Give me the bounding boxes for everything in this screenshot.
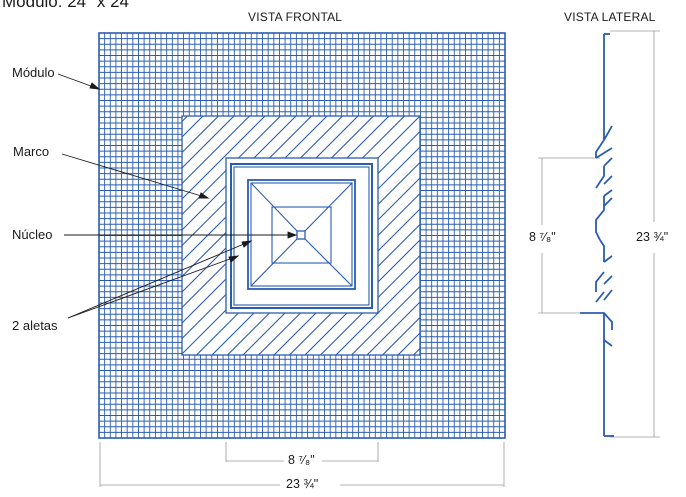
label-modulo: Módulo (12, 65, 55, 80)
label-nucleo: Núcleo (12, 227, 53, 242)
side-view (538, 30, 660, 438)
leader-aleta-2 (67, 255, 239, 319)
aleta-inner (247, 179, 356, 290)
leader-lines (57, 73, 298, 319)
dim-front-inner: 8 ⁷⁄₈" (288, 453, 315, 467)
label-aletas: 2 aletas (12, 318, 58, 333)
side-profile (580, 33, 614, 437)
dim-side-outer: 23 ¾" (636, 230, 669, 244)
front-dimensions (99, 442, 505, 487)
label-marco: Marco (13, 144, 50, 159)
leader-aleta-1-arrow (241, 240, 253, 248)
leader-modulo-arrow (89, 82, 101, 90)
leader-aleta-2-arrow (228, 255, 240, 263)
aleta-outer-inner (233, 166, 370, 306)
side-dimensions (538, 30, 660, 438)
grid-border (98, 32, 506, 439)
dim-side-inner: 8 ⁷⁄₈" (529, 230, 556, 244)
front-view-title: VISTA FRONTAL (248, 10, 343, 24)
leader-marco (61, 153, 209, 199)
aleta-inner-inner (250, 182, 353, 287)
dim-front-outer: 23 ¾" (286, 477, 319, 491)
core-assembly (230, 163, 373, 309)
leader-marco-arrow (198, 192, 210, 199)
leader-nucleo-arrow (287, 231, 298, 239)
diag-tr (304, 182, 353, 232)
leader-aleta-1 (67, 240, 252, 319)
aleta-outer (230, 163, 373, 309)
diag-tl (250, 182, 298, 232)
side-view-title: VISTA LATERAL (564, 10, 656, 24)
diag-bl (250, 238, 298, 287)
page-title: Módulo: 24" x 24" (2, 0, 136, 11)
diag-br (304, 238, 353, 287)
